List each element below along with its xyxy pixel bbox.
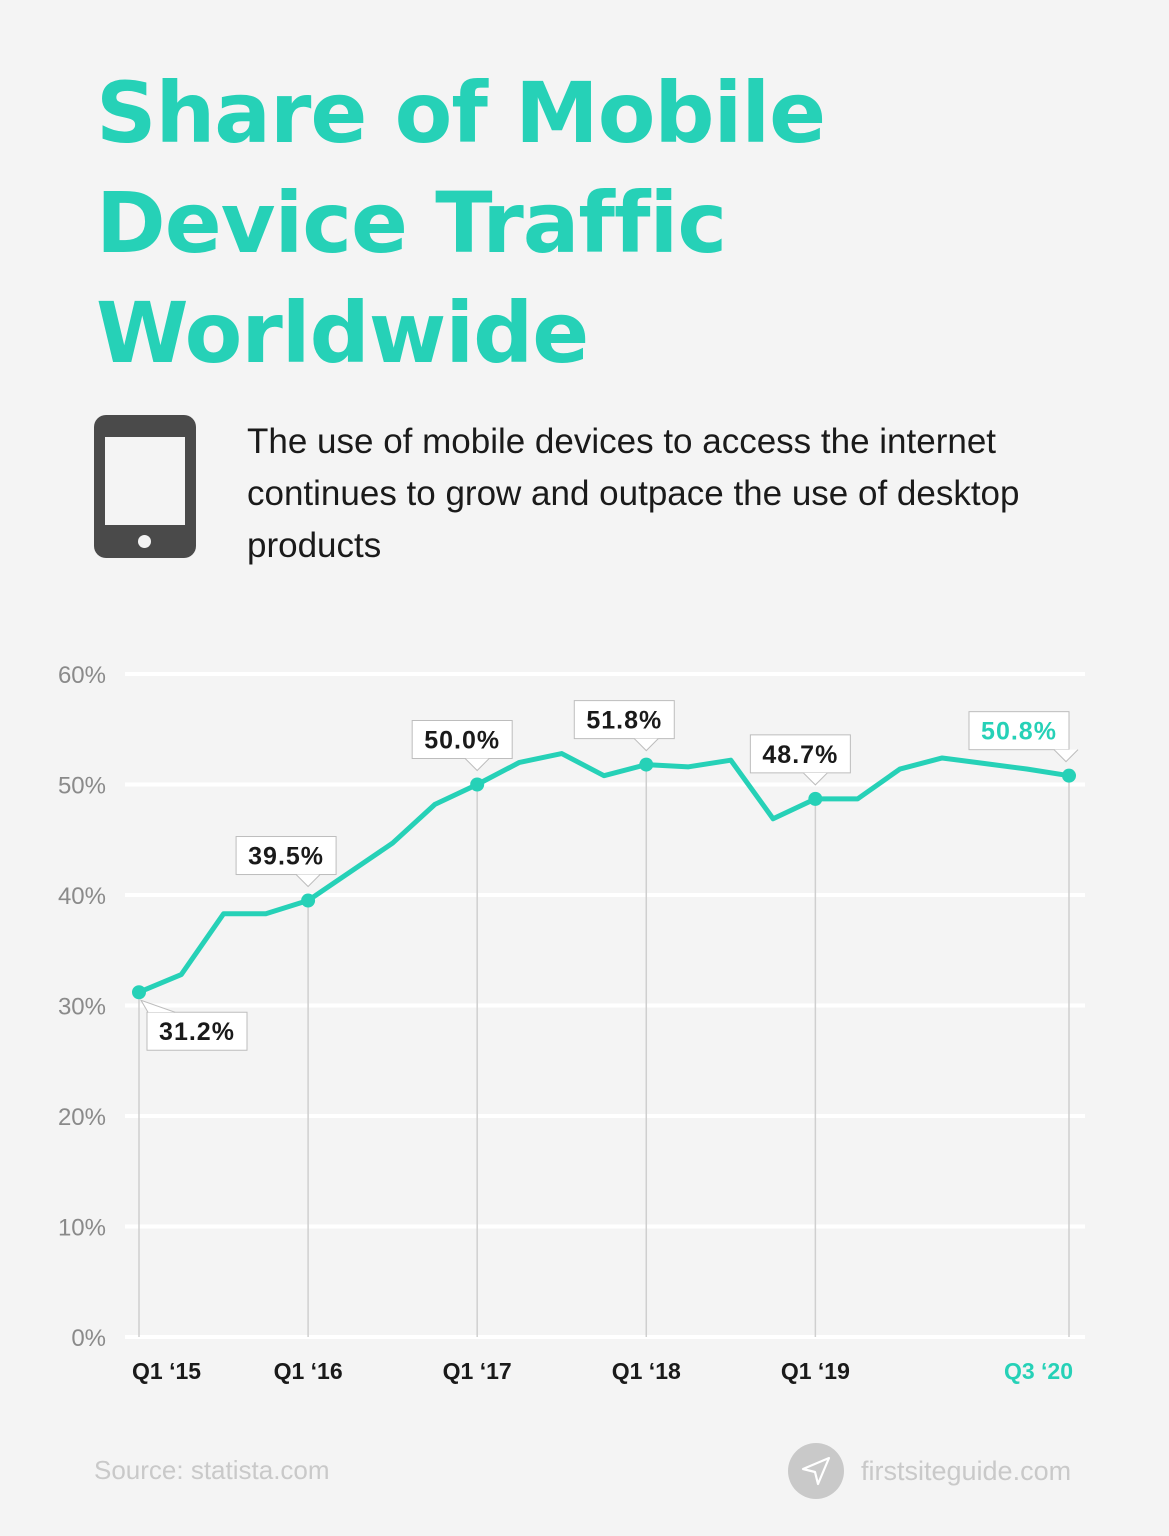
y-tick-label: 40% [58, 883, 106, 910]
data-label: 50.0% [424, 727, 500, 755]
data-label-box [146, 1011, 248, 1051]
data-label-pointer [295, 874, 321, 888]
brand: firstsiteguide.com [788, 1443, 1071, 1499]
x-tick-label: Q1 ‘19 [781, 1358, 850, 1384]
data-label-pointer [803, 772, 828, 786]
data-point [132, 985, 146, 1000]
data-label-pointer [633, 738, 659, 752]
data-point [639, 757, 654, 772]
y-tick-label: 60% [58, 662, 106, 689]
y-tick-label: 20% [58, 1104, 106, 1131]
tablet-icon [94, 415, 196, 558]
data-label: 51.8% [586, 707, 662, 735]
data-point [301, 893, 316, 908]
x-tick-label: Q1 ‘17 [443, 1358, 512, 1384]
y-tick-label: 10% [58, 1215, 106, 1242]
x-tick-label: Q1 ‘16 [274, 1358, 343, 1384]
series-line [138, 751, 1070, 995]
x-tick-label: Q1 ‘18 [612, 1358, 681, 1384]
data-label-box [968, 711, 1070, 751]
y-tick-label: 30% [58, 994, 106, 1021]
data-label-pointer [464, 758, 490, 772]
data-label: 39.5% [248, 843, 324, 871]
brand-text: firstsiteguide.com [861, 1455, 1072, 1486]
data-label: 50.8% [981, 718, 1057, 746]
data-label-pointer [139, 999, 176, 1013]
data-point [470, 777, 485, 792]
paper-plane-icon [788, 1443, 844, 1499]
data-point [1062, 768, 1076, 783]
title-line: Share of Mobile [96, 64, 826, 162]
data-label-box [573, 700, 675, 740]
y-tick-label: 50% [58, 773, 106, 800]
data-label: 31.2% [159, 1018, 235, 1046]
x-tick-label: Q3 ‘20 [1004, 1358, 1073, 1384]
data-point [808, 791, 823, 806]
data-label-box [749, 734, 851, 774]
title-line: Worldwide [96, 284, 589, 382]
data-label-box [411, 720, 513, 759]
y-tick-label: 0% [71, 1325, 106, 1352]
subtitle: The use of mobile devices to access the … [247, 422, 1020, 565]
data-label-box [235, 836, 337, 876]
source-text: Source: statista.com [94, 1455, 330, 1485]
x-tick-label: Q1 ‘15 [132, 1358, 201, 1384]
title-line: Device Traffic [96, 174, 727, 272]
data-label: 48.7% [762, 741, 838, 769]
line-chart: 0% 10% 20% 30% 40% 50% 60% Q1 ‘15 Q1 ‘16 Q1 ‘17 Q1… [58, 662, 1085, 1384]
data-label-pointer [1053, 749, 1079, 763]
page-title: Share of Mobile Device Traffic Worldwide [96, 58, 826, 388]
